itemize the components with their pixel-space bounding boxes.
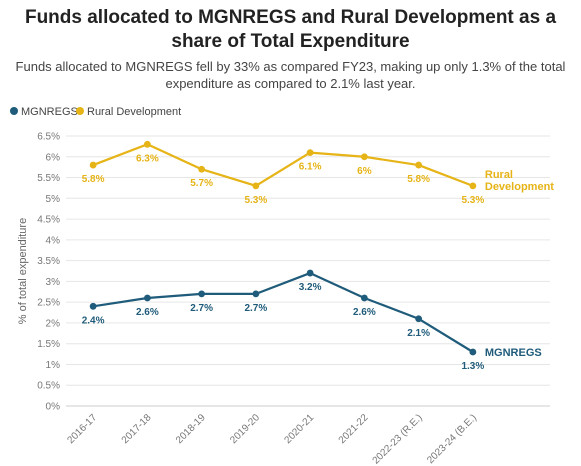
x-tick-label: 2020-21 (283, 412, 317, 446)
x-tick-label: 2017-18 (120, 412, 154, 446)
series-line (92, 271, 474, 353)
series-end-label: MGNREGS (485, 347, 542, 359)
y-tick-label: 5% (46, 194, 61, 205)
y-tick-label: 2.5% (37, 298, 60, 309)
data-point (306, 269, 314, 277)
chart-title: Funds allocated to MGNREGS and Rural Dev… (24, 7, 557, 52)
data-label: 5.7% (190, 178, 213, 189)
data-point (89, 302, 97, 310)
series-end-label: Development (485, 181, 554, 193)
data-point (415, 161, 423, 169)
data-point (252, 182, 260, 190)
y-tick-label: 4.5% (37, 215, 60, 226)
data-label: 6.1% (299, 162, 322, 173)
legend-marker (10, 107, 18, 115)
data-point (89, 161, 97, 169)
data-point (252, 290, 260, 298)
data-point (469, 182, 477, 190)
y-tick-label: 3.5% (37, 256, 60, 267)
data-label: 2.7% (244, 303, 267, 314)
y-tick-label: 0.5% (37, 381, 60, 392)
x-tick-label: 2019-20 (228, 412, 262, 446)
x-tick-label: 2018-19 (174, 412, 208, 446)
y-tick-label: 6% (46, 152, 61, 163)
y-tick-label: 5.5% (37, 173, 60, 184)
x-tick-label: 2016-17 (66, 412, 100, 446)
data-label: 2.1% (407, 328, 430, 339)
data-label: 6% (357, 166, 372, 177)
x-tick-label: 2023-24 (B.E.) (425, 412, 479, 466)
data-point (198, 290, 206, 298)
series-end-label: Rural (485, 169, 513, 181)
data-point (198, 165, 206, 173)
data-label: 5.3% (244, 195, 267, 206)
y-tick-label: 2% (46, 318, 61, 329)
data-label: 6.3% (136, 153, 159, 164)
chart-subtitle: Funds allocated to MGNREGS fell by 33% a… (15, 59, 566, 91)
data-label: 5.8% (82, 174, 105, 185)
data-label: 2.6% (136, 307, 159, 318)
data-label: 2.7% (190, 303, 213, 314)
y-tick-label: 6.5% (37, 132, 60, 143)
data-point (306, 149, 314, 157)
legend-marker (76, 107, 84, 115)
data-point (143, 140, 151, 148)
y-tick-label: 4% (46, 235, 61, 246)
y-tick-label: 3% (46, 277, 61, 288)
data-label: 2.6% (353, 307, 376, 318)
data-point (360, 153, 368, 161)
y-tick-label: 1.5% (37, 339, 60, 350)
data-point (415, 315, 423, 323)
data-label: 1.3% (461, 361, 484, 372)
y-axis-label: % of total expenditure (17, 218, 29, 324)
data-point (360, 294, 368, 302)
x-tick-label: 2021-22 (337, 412, 371, 446)
data-label: 5.3% (461, 195, 484, 206)
y-tick-label: 1% (46, 360, 61, 371)
data-point (143, 294, 151, 302)
data-label: 3.2% (299, 282, 322, 293)
y-tick-label: 0% (46, 402, 61, 413)
x-tick-label: 2022-23 (R.E.) (371, 412, 425, 466)
data-point (469, 348, 477, 356)
data-label: 5.8% (407, 174, 430, 185)
legend-label: MGNREGS (21, 106, 78, 118)
series-line (92, 143, 474, 187)
data-label: 2.4% (82, 315, 105, 326)
legend-label: Rural Development (87, 106, 181, 118)
